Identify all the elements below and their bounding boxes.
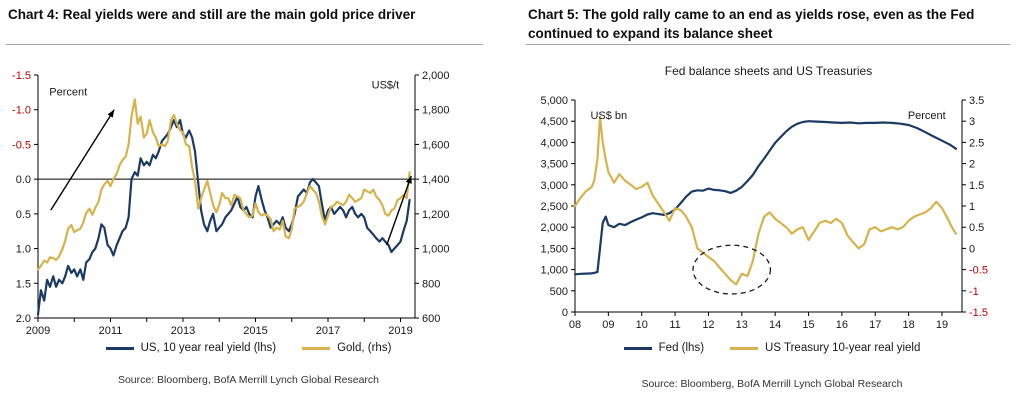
legend-item-gold: Gold, (rhs) xyxy=(302,342,391,354)
chart5-legend: Fed (lhs) US Treasury 10-year real yield xyxy=(520,342,1024,354)
chart4-panel: Chart 4: Real yields were and still are … xyxy=(0,0,497,401)
svg-text:2.0: 2.0 xyxy=(16,313,31,325)
svg-text:2015: 2015 xyxy=(243,325,267,337)
svg-text:1,200: 1,200 xyxy=(422,209,450,221)
svg-text:1: 1 xyxy=(969,201,975,213)
svg-text:19: 19 xyxy=(936,319,948,331)
svg-text:2011: 2011 xyxy=(99,325,123,337)
svg-text:Percent: Percent xyxy=(908,110,946,122)
svg-text:3,000: 3,000 xyxy=(540,180,568,192)
chart5-panel: Chart 5: The gold rally came to an end a… xyxy=(520,0,1024,401)
svg-text:800: 800 xyxy=(422,278,440,290)
svg-text:13: 13 xyxy=(736,319,748,331)
svg-text:08: 08 xyxy=(569,319,581,331)
legend-item-fed: Fed (lhs) xyxy=(623,342,705,354)
svg-text:09: 09 xyxy=(602,319,614,331)
svg-text:-0.5: -0.5 xyxy=(12,139,31,151)
svg-text:0: 0 xyxy=(562,307,568,319)
svg-text:3.5: 3.5 xyxy=(969,95,984,107)
svg-text:4,000: 4,000 xyxy=(540,137,568,149)
svg-text:2.5: 2.5 xyxy=(969,137,984,149)
svg-text:2009: 2009 xyxy=(26,325,50,337)
svg-text:10: 10 xyxy=(636,319,648,331)
svg-text:1.0: 1.0 xyxy=(16,244,31,256)
legend-label-fed: Fed (lhs) xyxy=(658,342,705,354)
svg-text:15: 15 xyxy=(802,319,814,331)
svg-text:1,000: 1,000 xyxy=(540,265,568,277)
svg-text:500: 500 xyxy=(550,286,568,298)
svg-text:2,500: 2,500 xyxy=(540,201,568,213)
chart4-title-separator xyxy=(6,44,483,45)
svg-text:0.5: 0.5 xyxy=(16,209,31,221)
svg-text:3: 3 xyxy=(969,116,975,128)
chart4-plot: -1.5 -1.0 -0.5 0.0 0.5 1.0 1.5 2.0 2,000 1,800 1,6… xyxy=(12,70,450,337)
svg-text:Percent: Percent xyxy=(49,87,87,99)
legend-item-treasury-yield: US Treasury 10-year real yield xyxy=(730,342,920,354)
gold-line-swatch xyxy=(730,346,759,350)
svg-text:0: 0 xyxy=(969,243,975,255)
svg-text:US$ bn: US$ bn xyxy=(590,110,627,122)
svg-text:2,000: 2,000 xyxy=(540,222,568,234)
svg-text:0.5: 0.5 xyxy=(969,222,984,234)
chart4-legend: US, 10 year real yield (lhs) Gold, (rhs) xyxy=(0,342,497,354)
svg-text:4,500: 4,500 xyxy=(540,116,568,128)
svg-text:0.0: 0.0 xyxy=(16,174,31,186)
svg-text:16: 16 xyxy=(836,319,848,331)
svg-text:2: 2 xyxy=(969,159,975,171)
svg-text:2013: 2013 xyxy=(171,325,195,337)
svg-text:18: 18 xyxy=(902,319,914,331)
svg-text:12: 12 xyxy=(702,319,714,331)
svg-text:-1.5: -1.5 xyxy=(969,307,988,319)
svg-text:-1.5: -1.5 xyxy=(12,70,31,82)
svg-text:1,800: 1,800 xyxy=(422,105,450,117)
svg-text:-0.5: -0.5 xyxy=(969,265,988,277)
chart4-source: Source: Bloomberg, BofA Merrill Lynch Gl… xyxy=(117,374,380,386)
svg-text:1.5: 1.5 xyxy=(16,278,31,290)
svg-text:11: 11 xyxy=(669,319,680,331)
svg-text:1,500: 1,500 xyxy=(540,243,568,255)
svg-text:-1.0: -1.0 xyxy=(12,105,31,117)
legend-item-real-yield: US, 10 year real yield (lhs) xyxy=(105,342,277,354)
svg-text:1,000: 1,000 xyxy=(422,244,450,256)
svg-text:Fed balance sheets and US Trea: Fed balance sheets and US Treasuries xyxy=(665,64,872,78)
gold-line-swatch xyxy=(302,346,331,350)
svg-text:1.5: 1.5 xyxy=(969,180,984,192)
svg-text:17: 17 xyxy=(869,319,881,331)
svg-text:3,500: 3,500 xyxy=(540,159,568,171)
legend-label-gold: Gold, (rhs) xyxy=(337,342,392,354)
legend-label-treasury-yield: US Treasury 10-year real yield xyxy=(765,342,921,354)
svg-text:2,000: 2,000 xyxy=(422,70,450,82)
svg-text:600: 600 xyxy=(422,313,440,325)
svg-text:US$/t: US$/t xyxy=(372,79,400,91)
svg-text:5,000: 5,000 xyxy=(540,95,568,107)
navy-line-swatch xyxy=(105,346,134,350)
navy-line-swatch xyxy=(623,346,652,350)
legend-label-real-yield: US, 10 year real yield (lhs) xyxy=(140,342,277,354)
svg-text:14: 14 xyxy=(769,319,781,331)
chart5-source: Source: Bloomberg, BofA Merrill Lynch Gl… xyxy=(641,378,903,390)
chart5-title: Chart 5: The gold rally came to an end a… xyxy=(528,7,975,41)
chart4-title: Chart 4: Real yields were and still are … xyxy=(8,7,416,22)
svg-text:-1: -1 xyxy=(969,286,979,298)
chart5-plot: 5,000 4,500 4,000 3,500 3,000 2,500 2,000 1,500… xyxy=(540,64,988,331)
svg-text:1,600: 1,600 xyxy=(422,139,450,151)
svg-text:2017: 2017 xyxy=(316,325,340,337)
svg-text:2019: 2019 xyxy=(388,325,412,337)
svg-text:1,400: 1,400 xyxy=(422,174,450,186)
chart5-title-separator xyxy=(526,44,1010,45)
